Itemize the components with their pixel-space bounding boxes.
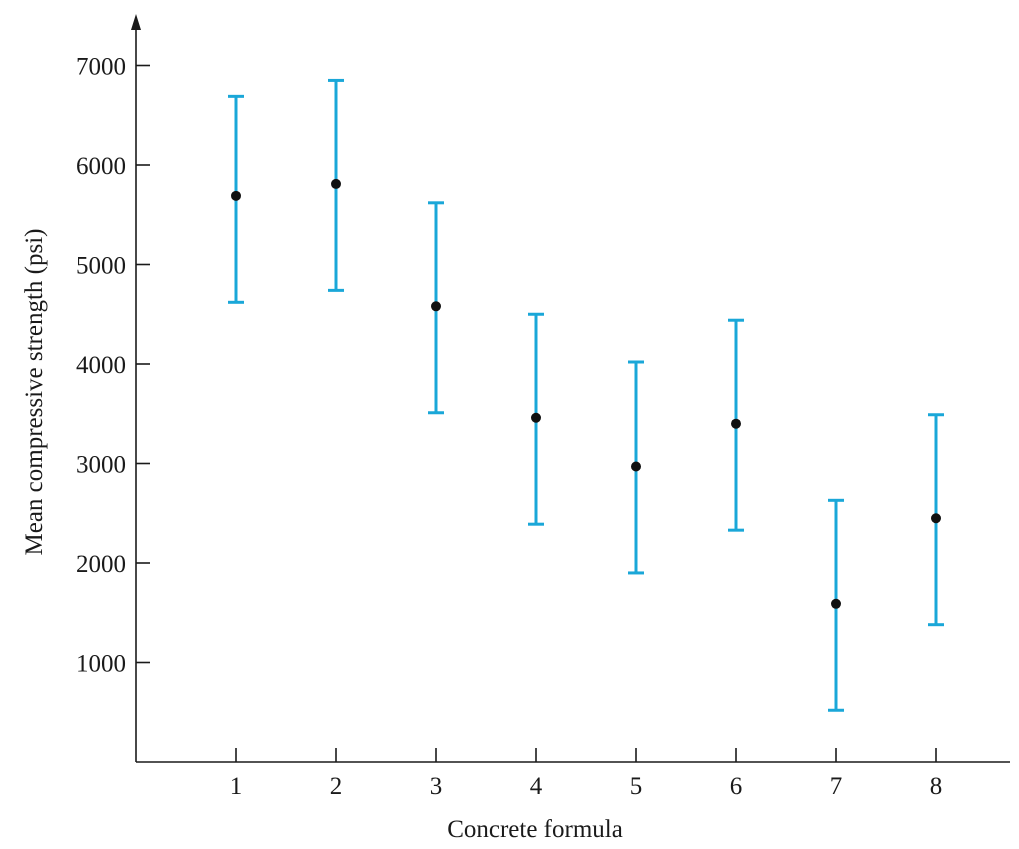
ticks: 1000 2000 3000 4000 5000 6000 7000 1 2 3 4 5 6 7 8 xyxy=(76,54,942,801)
y-tick-label: 1000 xyxy=(76,651,126,678)
y-tick-label: 7000 xyxy=(76,54,126,81)
y-axis-arrow xyxy=(131,14,141,30)
mean-point-5 xyxy=(631,461,641,472)
mean-point-6 xyxy=(731,418,741,429)
y-tick-label: 5000 xyxy=(76,253,126,280)
y-tick-label: 6000 xyxy=(76,153,126,180)
mean-point-4 xyxy=(531,412,541,423)
mean-point-2 xyxy=(331,178,341,189)
y-tick-label: 3000 xyxy=(76,452,126,479)
error-bars xyxy=(228,78,944,712)
mean-points xyxy=(231,178,941,609)
x-tick-label: 4 xyxy=(530,773,543,800)
y-tick-label: 2000 xyxy=(76,551,126,578)
x-tick-label: 7 xyxy=(830,773,843,800)
x-tick-label: 2 xyxy=(330,773,343,800)
x-tick-label: 1 xyxy=(230,773,243,800)
x-tick-label: 3 xyxy=(430,773,443,800)
mean-point-3 xyxy=(431,301,441,312)
y-axis-title: Mean compressive strength (psi) xyxy=(21,228,48,555)
mean-point-8 xyxy=(931,513,941,524)
x-axis-title: Concrete formula xyxy=(447,816,623,843)
mean-point-1 xyxy=(231,190,241,201)
x-tick-label: 5 xyxy=(630,773,643,800)
y-tick-label: 4000 xyxy=(76,352,126,379)
x-tick-label: 6 xyxy=(730,773,743,800)
x-tick-label: 8 xyxy=(930,773,943,800)
mean-point-7 xyxy=(831,598,841,609)
axes xyxy=(131,14,1010,763)
